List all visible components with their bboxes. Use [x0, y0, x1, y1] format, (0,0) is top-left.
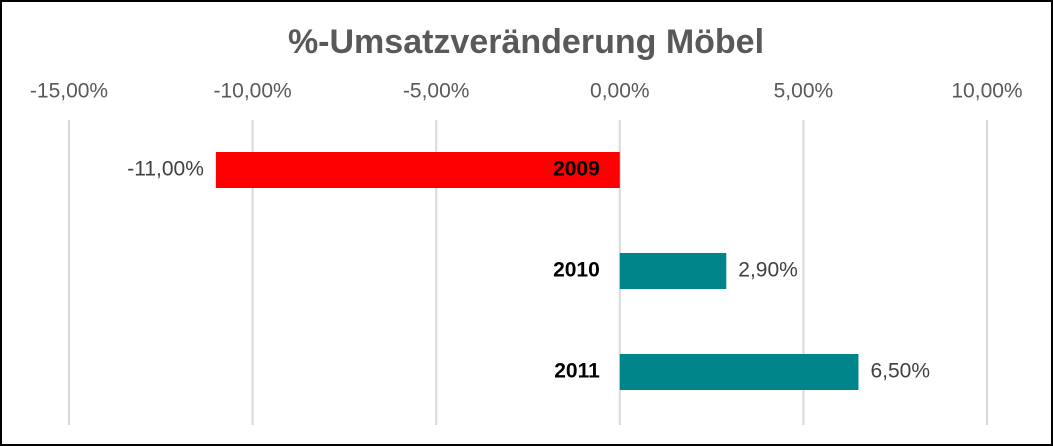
bar: [215, 152, 620, 188]
value-label: 2,90%: [738, 259, 798, 282]
bar: [619, 354, 859, 390]
x-tick-label: 0,00%: [590, 80, 650, 103]
x-tick-label: -10,00%: [213, 80, 291, 103]
category-label: 2009: [553, 158, 600, 181]
x-tick-label: 5,00%: [774, 80, 834, 103]
category-label: 2011: [554, 360, 600, 383]
value-label: -11,00%: [127, 158, 204, 181]
x-tick-label: -15,00%: [30, 80, 108, 103]
value-label: 6,50%: [870, 360, 930, 383]
x-tick-label: 10,00%: [951, 80, 1022, 103]
category-label: 2010: [553, 259, 600, 282]
x-tick-label: -5,00%: [403, 80, 470, 103]
chart-title: %-Umsatzveränderung Möbel: [288, 23, 764, 61]
bar: [619, 253, 727, 289]
